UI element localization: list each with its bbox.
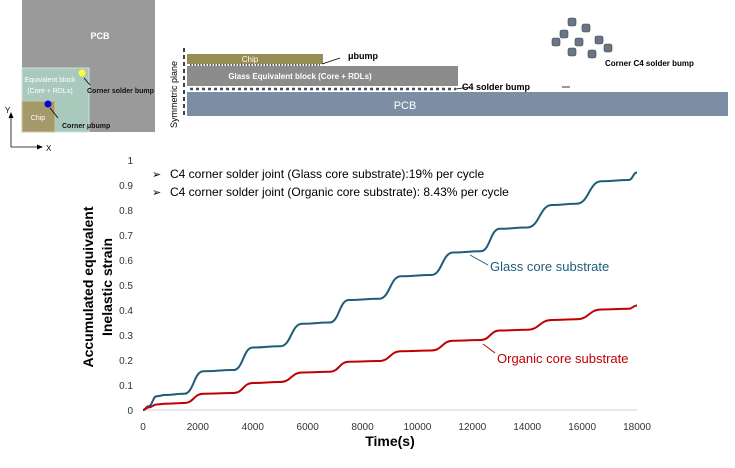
c4-label: C4 solder bump	[462, 82, 531, 92]
top-equiv-label-2: (Core + RDLs)	[27, 88, 72, 95]
x-axis-label: Time(s)	[365, 433, 415, 449]
corner-ubump-leader	[49, 107, 59, 119]
corner-ubump-label: Corner μbump	[62, 123, 110, 130]
corner-solder-bump-dot	[78, 69, 86, 77]
x-tick-label: 0	[140, 422, 146, 433]
annotation-bullet: ➢	[152, 169, 161, 181]
y-axis-label-line-2: Inelastic strain	[99, 238, 115, 336]
corner-c4-label: Corner C4 solder bump	[605, 59, 694, 68]
annotation-glass: C4 corner solder joint (Glass core subst…	[170, 167, 484, 181]
y-tick-label: 0.4	[119, 306, 133, 317]
glass-series-label: Glass core substrate	[490, 259, 609, 274]
y-tick-label: 0.7	[119, 231, 133, 242]
ubump-label: μbump	[348, 51, 379, 61]
section-pcb	[187, 92, 728, 116]
y-tick-label: 0	[127, 406, 133, 417]
y-tick-label: 0.1	[119, 381, 133, 392]
symmetric-plane-label: Symmetric plane	[169, 61, 179, 128]
x-tick-label: 4000	[242, 422, 265, 433]
x-tick-label: 16000	[568, 422, 596, 433]
y-tick-label: 1	[127, 156, 133, 167]
y-tick-label: 0.5	[119, 281, 133, 292]
x-tick-label: 2000	[187, 422, 210, 433]
annotation-organic: C4 corner solder joint (Organic core sub…	[170, 185, 509, 199]
y-tick-label: 0.2	[119, 356, 133, 367]
organic-label-leader	[482, 343, 496, 354]
c4-bump	[567, 17, 577, 27]
y-axis-label-line-1: Accumulated equivalent	[80, 206, 96, 367]
x-tick-label: 10000	[404, 422, 432, 433]
top-chip-label: Chip	[31, 115, 46, 122]
section-chip-label: Chip	[242, 55, 259, 64]
x-tick-labels: 0 2000 4000 6000 8000 10000 12000 14000 16000 180…	[140, 422, 651, 433]
c4-bump	[559, 29, 569, 39]
axis-y-label: Y	[5, 106, 11, 115]
y-tick-labels: 0 0.1 0.2 0.3 0.4 0.5 0.6 0.7 0.8 0.9 1	[119, 156, 133, 417]
cross-section-schematic: Symmetric plane Chip Glass Equivalent bl…	[169, 17, 728, 128]
c4-bump	[581, 23, 591, 33]
corner-c4-bump-cluster	[551, 17, 613, 59]
glass-core-series-line	[142, 171, 638, 411]
annotation-bullet: ➢	[152, 187, 161, 199]
section-chip	[187, 54, 323, 64]
c4-bump	[587, 49, 597, 59]
top-equiv-label-1: Equivalent block	[25, 77, 76, 84]
x-tick-label: 12000	[458, 422, 486, 433]
section-pcb-label: PCB	[394, 100, 417, 112]
organic-series-label: Organic core substrate	[497, 351, 629, 366]
x-arrow-head	[37, 144, 43, 150]
top-pcb-label: PCB	[90, 31, 110, 41]
x-tick-label: 18000	[623, 422, 651, 433]
axis-x-label: X	[46, 144, 52, 153]
top-view-schematic: PCB Equivalent block (Core + RDLs) Chip …	[5, 0, 155, 153]
c4-bump	[551, 37, 561, 47]
section-glass-label: Glass Equivalent block (Core + RDLs)	[228, 72, 372, 81]
y-tick-label: 0.6	[119, 256, 133, 267]
c4-bump	[567, 47, 577, 57]
y-tick-label: 0.3	[119, 331, 133, 342]
x-tick-label: 8000	[351, 422, 374, 433]
corner-solder-bump-leader	[83, 77, 91, 86]
x-tick-label: 14000	[513, 422, 541, 433]
chart-series	[142, 171, 638, 411]
glass-label-leader	[469, 254, 489, 266]
corner-solder-bump-label: Corner solder bump	[87, 88, 154, 95]
c4-bump	[603, 43, 613, 53]
c4-bump	[574, 37, 584, 47]
x-tick-label: 6000	[297, 422, 320, 433]
ubump-leader	[321, 57, 341, 65]
c4-leader	[455, 86, 471, 90]
y-arrow-head	[8, 112, 14, 118]
y-tick-label: 0.9	[119, 181, 133, 192]
strain-chart: 0 0.1 0.2 0.3 0.4 0.5 0.6 0.7 0.8 0.9 1 0 2000 4000 6…	[80, 156, 651, 449]
c4-bump	[594, 35, 604, 45]
y-tick-label: 0.8	[119, 206, 133, 217]
section-glass-block	[187, 66, 458, 86]
corner-ubump-dot	[44, 100, 52, 108]
organic-core-series-line	[142, 304, 638, 411]
